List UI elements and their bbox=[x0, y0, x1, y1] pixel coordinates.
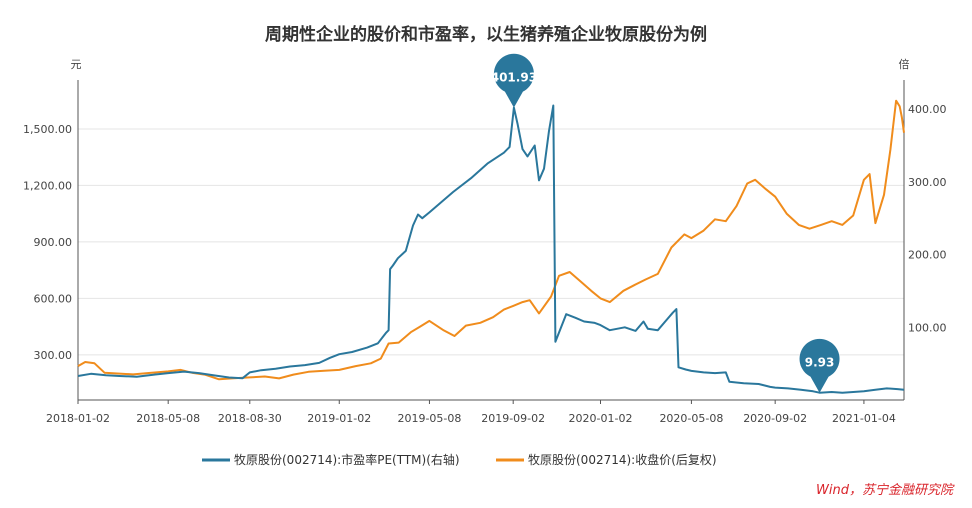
pin-shape bbox=[493, 53, 534, 108]
right-axis-ticks: 100.00 200.00 300.00 400.00 bbox=[908, 103, 947, 334]
pin-label: 9.93 bbox=[805, 356, 835, 370]
left-tick-label: 1,200.00 bbox=[23, 179, 72, 192]
x-tick-label: 2019-01-02 bbox=[307, 412, 371, 425]
annotation-pins: 401.93 9.93 bbox=[491, 53, 840, 393]
x-tick-label: 2018-01-02 bbox=[46, 412, 110, 425]
left-tick-label: 300.00 bbox=[34, 349, 73, 362]
annotation-pin-min: 9.93 bbox=[799, 338, 840, 393]
right-tick-label: 400.00 bbox=[908, 103, 947, 116]
right-axis-unit: 倍 bbox=[899, 57, 910, 71]
left-tick-label: 900.00 bbox=[34, 236, 73, 249]
pin-label: 401.93 bbox=[491, 71, 537, 85]
right-tick-label: 200.00 bbox=[908, 249, 947, 262]
source-note: Wind，苏宁金融研究院 bbox=[816, 482, 955, 498]
x-axis-ticks: 2018-01-02 2018-05-08 2018-08-30 2019-01-02… bbox=[46, 400, 896, 425]
x-tick-label: 2019-05-08 bbox=[397, 412, 461, 425]
series-line-price bbox=[77, 99, 905, 381]
legend: 牧原股份(002714):市盈率PE(TTM)(右轴) 牧原股份(002714)… bbox=[202, 452, 717, 467]
x-tick-label: 2018-08-30 bbox=[218, 412, 282, 425]
x-tick-label: 2020-01-02 bbox=[569, 412, 633, 425]
right-tick-label: 100.00 bbox=[908, 321, 947, 334]
left-tick-label: 600.00 bbox=[34, 292, 73, 305]
chart-title: 周期性企业的股价和市盈率，以生猪养殖企业牧原股份为例 bbox=[265, 24, 707, 45]
x-tick-label: 2020-09-02 bbox=[743, 412, 807, 425]
pin-shape bbox=[799, 338, 840, 393]
x-tick-label: 2018-05-08 bbox=[136, 412, 200, 425]
legend-label-price: 牧原股份(002714):收盘价(后复权) bbox=[528, 452, 717, 467]
series-layer bbox=[77, 99, 905, 394]
left-axis-unit: 元 bbox=[71, 58, 82, 71]
left-axis-ticks: 300.00 600.00 900.00 1,200.00 1,500.00 bbox=[23, 123, 72, 362]
annotation-pin-max: 401.93 bbox=[491, 53, 537, 108]
series-line-pe bbox=[77, 104, 905, 394]
right-tick-label: 300.00 bbox=[908, 176, 947, 189]
x-tick-label: 2020-05-08 bbox=[659, 412, 723, 425]
x-tick-label: 2021-01-04 bbox=[832, 412, 896, 425]
legend-label-pe: 牧原股份(002714):市盈率PE(TTM)(右轴) bbox=[234, 452, 460, 467]
left-tick-label: 1,500.00 bbox=[23, 123, 72, 136]
x-tick-label: 2019-09-02 bbox=[481, 412, 545, 425]
gridlines bbox=[78, 128, 904, 356]
